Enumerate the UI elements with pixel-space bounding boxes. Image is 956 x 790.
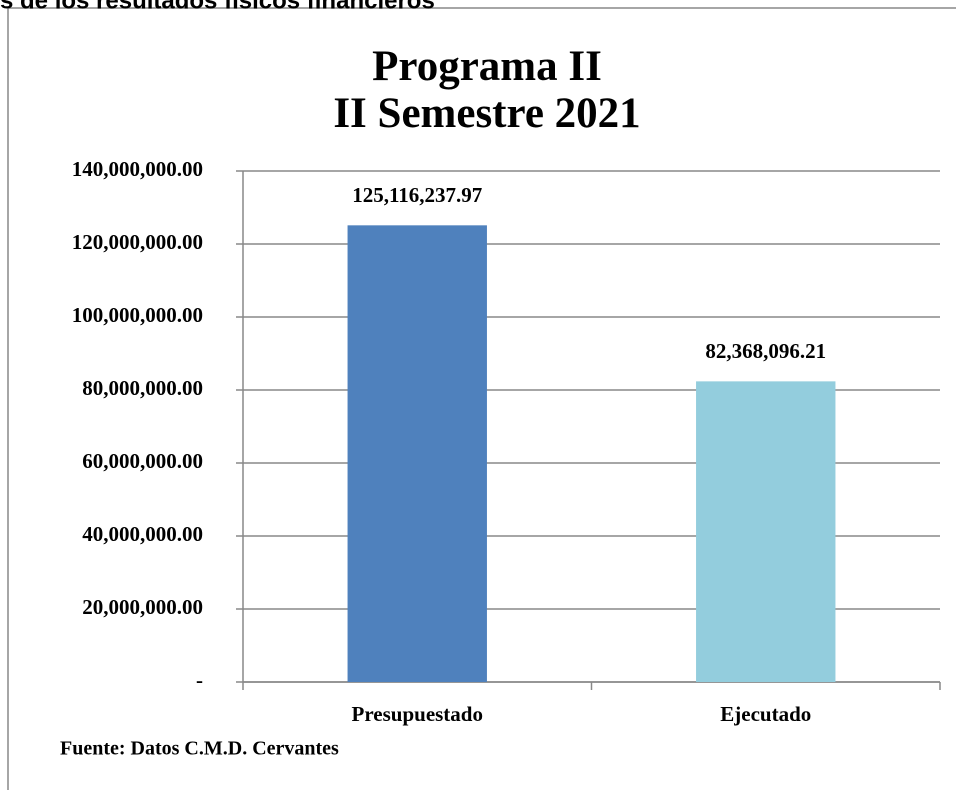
x-tick-label: Presupuestado bbox=[352, 702, 483, 726]
bar bbox=[696, 381, 836, 682]
y-tick-label: 20,000,000.00 bbox=[82, 595, 203, 619]
y-tick-label: 140,000,000.00 bbox=[72, 157, 203, 181]
x-tick-label: Ejecutado bbox=[720, 702, 811, 726]
y-tick-label: 100,000,000.00 bbox=[72, 303, 203, 327]
chart-title: II Semestre 2021 bbox=[333, 90, 640, 137]
chart-title: Programa II bbox=[372, 43, 602, 90]
data-label: 82,368,096.21 bbox=[705, 339, 826, 363]
source-note: Fuente: Datos C.M.D. Cervantes bbox=[60, 738, 339, 760]
y-tick-label: 80,000,000.00 bbox=[82, 376, 203, 400]
y-tick-label: - bbox=[196, 668, 203, 692]
y-tick-label: 60,000,000.00 bbox=[82, 449, 203, 473]
data-label: 125,116,237.97 bbox=[352, 183, 482, 207]
y-tick-label: 40,000,000.00 bbox=[82, 522, 203, 546]
bar bbox=[347, 225, 487, 682]
y-tick-label: 120,000,000.00 bbox=[72, 230, 203, 254]
header-text: s de los resultados físicos financieros bbox=[0, 0, 435, 14]
